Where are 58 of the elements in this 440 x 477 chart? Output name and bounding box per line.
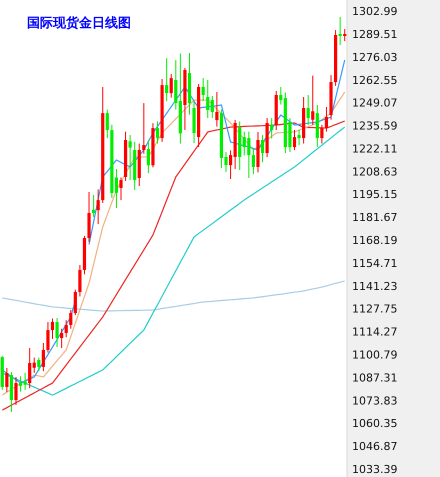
y-tick-label: 1141.23 bbox=[352, 280, 398, 293]
candlestick bbox=[202, 77, 205, 102]
candlestick bbox=[297, 129, 301, 146]
y-tick-label: 1235.59 bbox=[352, 120, 398, 133]
y-tick-label: 1033.39 bbox=[352, 463, 398, 476]
y-tick-label: 1060.35 bbox=[352, 417, 398, 430]
candlestick bbox=[292, 129, 296, 150]
candlestick bbox=[252, 148, 255, 175]
candlestick bbox=[270, 118, 274, 139]
candlestick bbox=[37, 357, 40, 372]
y-tick-label: 1046.87 bbox=[352, 440, 398, 454]
y-tick-label: 1100.79 bbox=[352, 348, 398, 362]
y-tick-label: 1114.27 bbox=[352, 326, 398, 339]
candlestick bbox=[64, 320, 68, 338]
candlestick bbox=[106, 109, 109, 139]
candlestick bbox=[142, 102, 146, 154]
candlestick bbox=[69, 310, 72, 330]
candlestick bbox=[18, 376, 22, 392]
candlestick bbox=[55, 318, 59, 348]
text: 国际现货金日线图 bbox=[27, 15, 131, 31]
y-tick-label: 1181.67 bbox=[352, 211, 398, 224]
y-tick-label: 1127.75 bbox=[352, 302, 398, 316]
candlestick bbox=[74, 289, 77, 316]
candlestick bbox=[60, 328, 64, 349]
y-tick-label: 1208.63 bbox=[352, 165, 398, 178]
candlestick bbox=[50, 318, 54, 340]
candlestick bbox=[42, 342, 45, 372]
y-tick-label: 1302.99 bbox=[352, 5, 398, 18]
candlestick bbox=[14, 376, 18, 406]
candlestick bbox=[46, 322, 50, 353]
candlestick bbox=[343, 28, 346, 42]
candlestick bbox=[78, 264, 82, 297]
candlestick bbox=[128, 134, 132, 181]
candlestick bbox=[311, 75, 314, 126]
y-tick-label: 1168.19 bbox=[352, 234, 398, 248]
candlestick bbox=[165, 58, 168, 102]
candlestick bbox=[5, 367, 8, 393]
y-tick-label: 1154.71 bbox=[352, 256, 398, 270]
candlestick bbox=[306, 94, 310, 126]
candlestick bbox=[156, 120, 160, 144]
candlestick bbox=[215, 92, 218, 128]
candlestick bbox=[260, 134, 264, 163]
y-tick-label: 1222.11 bbox=[352, 142, 398, 156]
candlestick bbox=[146, 140, 150, 174]
candlestick bbox=[170, 73, 173, 98]
candlestick bbox=[119, 177, 123, 201]
candlestick bbox=[96, 188, 100, 225]
candlestick bbox=[320, 124, 324, 144]
y-tick-label: 1289.51 bbox=[352, 28, 398, 41]
y-tick-label: 1195.15 bbox=[352, 188, 398, 202]
y-tick-label: 1087.31 bbox=[352, 371, 398, 384]
y-tick-label: 1262.55 bbox=[352, 74, 398, 87]
y-tick-label: 1249.07 bbox=[352, 96, 398, 110]
candlestick bbox=[338, 16, 342, 46]
line-series bbox=[2, 280, 346, 312]
candlestick bbox=[324, 106, 328, 132]
y-tick-label: 1276.03 bbox=[352, 50, 398, 64]
y-tick-label: 1073.83 bbox=[352, 394, 398, 408]
